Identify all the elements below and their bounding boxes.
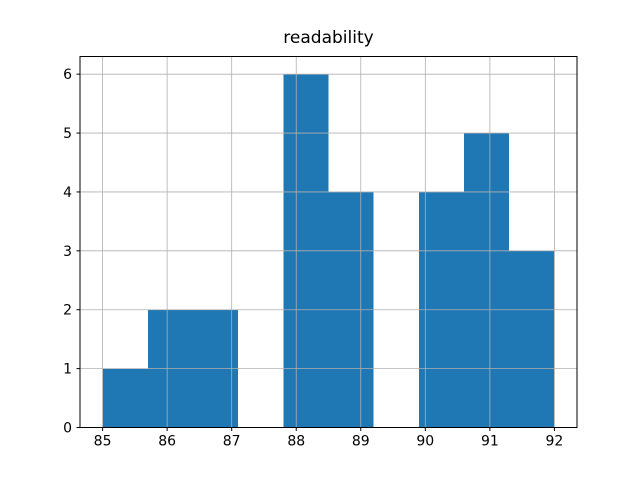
histogram-bar: [509, 250, 555, 428]
y-tick-label: 5: [63, 126, 72, 142]
y-tick-label: 1: [63, 362, 72, 378]
x-tick-label: 91: [481, 434, 499, 450]
x-tick-label: 85: [94, 434, 112, 450]
x-tick-label: 90: [416, 434, 434, 450]
y-tick-label: 4: [63, 185, 72, 201]
chart-title: readability: [283, 28, 374, 48]
x-tick-label: 86: [158, 434, 176, 450]
y-tick-label: 6: [63, 67, 72, 83]
axes-spines: [79, 56, 578, 428]
y-tick-label: 3: [63, 244, 72, 260]
x-tick-label: 89: [352, 434, 370, 450]
y-tick-label: 0: [63, 421, 72, 437]
x-tick-label: 87: [223, 434, 241, 450]
histogram-bar: [102, 368, 148, 428]
y-tick-label: 2: [63, 303, 72, 319]
x-tick-label: 92: [545, 434, 563, 450]
histogram-bar: [464, 133, 510, 428]
x-tick-label: 88: [287, 434, 305, 450]
